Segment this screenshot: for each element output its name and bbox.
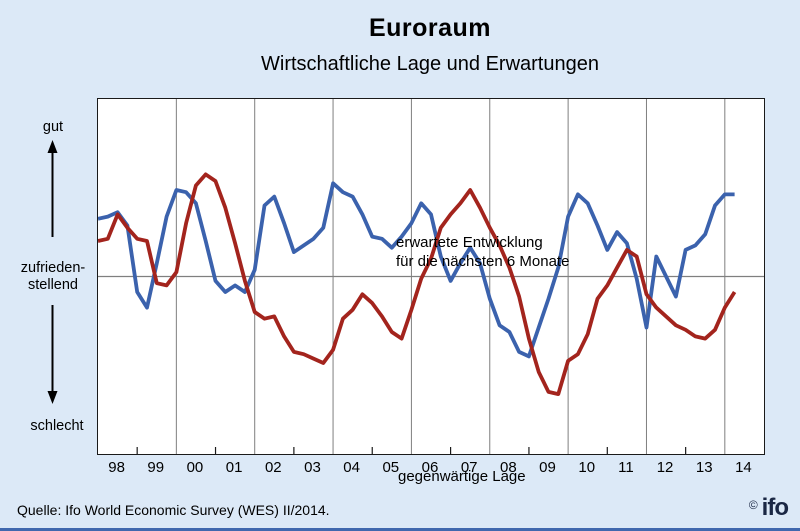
bottom-rule — [0, 528, 800, 531]
page-subtitle: Wirtschaftliche Lage und Erwartungen — [261, 53, 599, 75]
x-axis-label: 06 — [421, 459, 439, 476]
x-axis-label: 04 — [343, 459, 360, 476]
x-axis-label: 08 — [500, 459, 517, 476]
expectations-series-label: erwartete Entwicklung für die nächsten 6… — [396, 234, 570, 270]
x-axis-label: 98 — [108, 459, 125, 476]
arrow-up-icon — [47, 140, 58, 237]
ifo-brand: © ifo — [748, 494, 789, 524]
x-axis-label: 10 — [578, 459, 596, 476]
x-axis-label: 01 — [225, 459, 243, 476]
x-axis-label: 11 — [618, 459, 634, 476]
source-note: Quelle: Ifo World Economic Survey (WES) … — [17, 502, 330, 518]
y-axis-label-good: gut — [42, 119, 64, 135]
x-axis-label: 12 — [656, 459, 674, 476]
x-axis-label: 13 — [695, 459, 713, 476]
x-axis-label: 07 — [460, 459, 478, 476]
y-axis-label-satisfactory: zufrieden- stellend — [20, 260, 86, 293]
page-title: Euroraum — [368, 14, 492, 42]
x-axis-label: 02 — [264, 459, 282, 476]
y-axis-label-bad: schlecht — [30, 418, 84, 434]
x-axis-label: 05 — [382, 459, 400, 476]
x-axis-label: 00 — [186, 459, 204, 476]
current-situation-series-label: gegenwärtige Lage — [398, 468, 526, 485]
current-situation-line — [98, 172, 737, 397]
x-axis-label: 99 — [147, 459, 165, 476]
copyright-icon: © — [748, 498, 758, 512]
x-axis-label: 03 — [304, 459, 321, 476]
x-axis-label: 09 — [539, 459, 556, 476]
ifo-logo: ifo — [761, 494, 789, 521]
chart-canvas — [98, 99, 764, 454]
plot-area: erwartete Entwicklung für die nächsten 6… — [97, 98, 765, 485]
x-axis-label: 14 — [735, 459, 752, 476]
arrow-down-icon — [47, 305, 58, 404]
